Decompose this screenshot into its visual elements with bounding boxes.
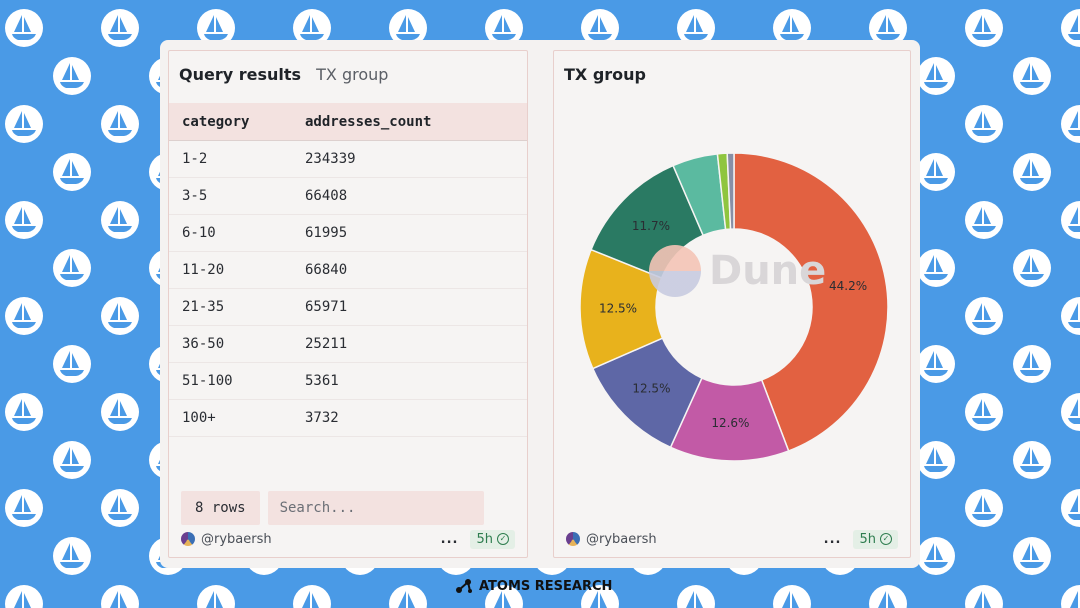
atom-logo-icon bbox=[456, 579, 472, 593]
cell-category: 51-100 bbox=[182, 373, 233, 389]
chart-panel: TX group 44.2% 12.6% 12.5% 12.5% 11.7% Dune … bbox=[553, 50, 911, 558]
cell-addresses-count: 3732 bbox=[305, 410, 339, 426]
table-footer-controls: 8 rows bbox=[181, 491, 484, 525]
avatar bbox=[181, 532, 195, 546]
table-row: 3-5 66408 bbox=[169, 178, 527, 215]
watermark-text: Dune bbox=[709, 248, 827, 294]
table-row: 21-35 65971 bbox=[169, 289, 527, 326]
table-row: 11-20 66840 bbox=[169, 252, 527, 289]
more-options-button[interactable]: ... bbox=[823, 531, 842, 547]
cell-addresses-count: 25211 bbox=[305, 336, 348, 352]
chart-title: TX group bbox=[564, 65, 646, 84]
column-header-addresses-count[interactable]: addresses_count bbox=[305, 113, 432, 130]
table-row: 6-10 61995 bbox=[169, 215, 527, 252]
author-link[interactable]: @rybaersh bbox=[181, 532, 272, 547]
footer-actions: ... 5h ✓ bbox=[823, 529, 898, 549]
panel-subtitle: TX group bbox=[316, 65, 389, 84]
age-text: 5h bbox=[859, 531, 876, 547]
panel-header: Query results TX group bbox=[179, 65, 388, 84]
table-row: 100+ 3732 bbox=[169, 400, 527, 437]
table-header: category addresses_count bbox=[169, 103, 527, 141]
panel-footer: @rybaersh ... 5h ✓ bbox=[181, 527, 515, 551]
cell-addresses-count: 65971 bbox=[305, 299, 348, 315]
donut-slice-100+[interactable] bbox=[726, 152, 735, 230]
cell-addresses-count: 5361 bbox=[305, 373, 339, 389]
check-circle-icon: ✓ bbox=[497, 533, 509, 545]
search-input[interactable] bbox=[267, 491, 484, 525]
table-row: 51-100 5361 bbox=[169, 363, 527, 400]
author-name: @rybaersh bbox=[586, 531, 657, 547]
footer-actions: ... 5h ✓ bbox=[440, 529, 515, 549]
cell-addresses-count: 66408 bbox=[305, 188, 348, 204]
dune-watermark: Dune bbox=[649, 245, 826, 297]
cell-addresses-count: 61995 bbox=[305, 225, 348, 241]
data-label: 44.2% bbox=[829, 279, 867, 293]
cell-category: 21-35 bbox=[182, 299, 225, 315]
cell-category: 1-2 bbox=[182, 151, 208, 167]
data-label: 11.7% bbox=[632, 219, 670, 233]
table-row: 36-50 25211 bbox=[169, 326, 527, 363]
donut-chart: 44.2% 12.6% 12.5% 12.5% 11.7% bbox=[579, 152, 889, 462]
query-results-panel: Query results TX group category addresse… bbox=[168, 50, 528, 558]
cell-category: 3-5 bbox=[182, 188, 208, 204]
donut-slice-1-2[interactable] bbox=[733, 152, 889, 452]
more-options-button[interactable]: ... bbox=[440, 531, 459, 547]
author-name: @rybaersh bbox=[201, 531, 272, 547]
panel-title: Query results bbox=[179, 65, 302, 84]
panel-header: TX group bbox=[564, 65, 646, 84]
panel-footer: @rybaersh ... 5h ✓ bbox=[566, 527, 898, 551]
cell-category: 100+ bbox=[182, 410, 216, 426]
age-text: 5h bbox=[476, 531, 493, 547]
row-count-badge: 8 rows bbox=[181, 491, 260, 525]
avatar bbox=[566, 532, 580, 546]
results-table: category addresses_count 1-2 234339 3-5 … bbox=[169, 103, 527, 437]
status-badge[interactable]: 5h ✓ bbox=[470, 529, 515, 549]
author-link[interactable]: @rybaersh bbox=[566, 532, 657, 547]
cell-category: 11-20 bbox=[182, 262, 225, 278]
data-label: 12.5% bbox=[599, 302, 637, 316]
data-label: 12.6% bbox=[711, 416, 749, 430]
brand-name: ATOMS RESEARCH bbox=[479, 578, 613, 594]
cell-category: 36-50 bbox=[182, 336, 225, 352]
cell-category: 6-10 bbox=[182, 225, 216, 241]
brand-footer: ATOMS RESEARCH bbox=[455, 578, 612, 594]
data-label: 12.5% bbox=[632, 381, 670, 395]
check-circle-icon: ✓ bbox=[880, 533, 892, 545]
column-header-category[interactable]: category bbox=[182, 113, 250, 130]
dashboard-container: Query results TX group category addresse… bbox=[160, 40, 920, 568]
table-row: 1-2 234339 bbox=[169, 141, 527, 178]
status-badge[interactable]: 5h ✓ bbox=[853, 529, 898, 549]
cell-addresses-count: 234339 bbox=[305, 151, 356, 167]
cell-addresses-count: 66840 bbox=[305, 262, 348, 278]
dune-logo-icon bbox=[649, 245, 701, 297]
